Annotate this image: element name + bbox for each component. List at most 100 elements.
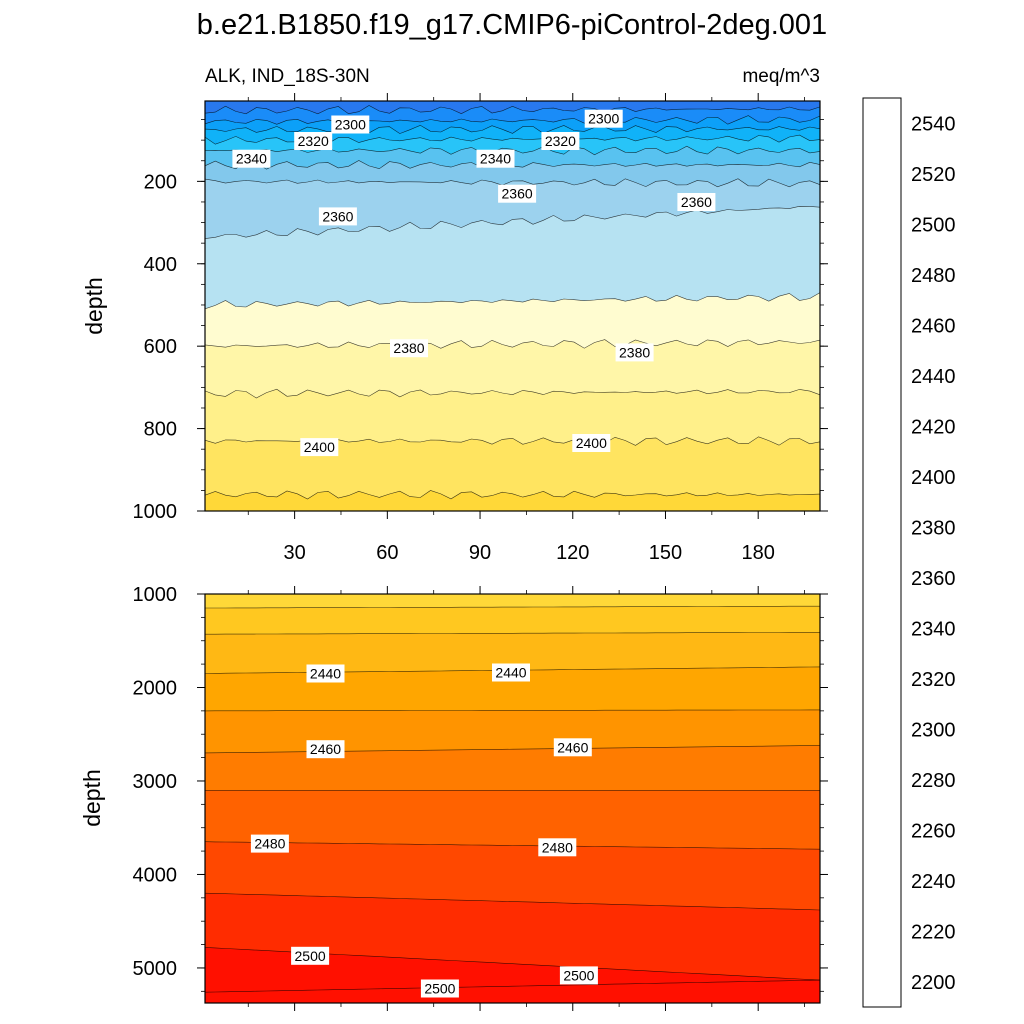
contour-line: [204, 124, 821, 134]
svg-text:2500: 2500: [295, 948, 326, 964]
contour-label: 2440: [306, 664, 345, 683]
svg-text:2320: 2320: [545, 133, 576, 149]
contour-label: 2320: [294, 132, 333, 150]
colorbar: 2200 2220 2240 2260 2280 2300 2320 2340 2360 2380…: [862, 97, 956, 1008]
y-tick-label: 1000: [133, 584, 178, 606]
y-tick-label: 800: [144, 419, 177, 441]
contour-line: [204, 388, 821, 399]
lower-panel: 2440 2440 2460 2460 2480 2480 2500 2500 2500 100…: [79, 584, 828, 1011]
colorbar-label: 2500: [911, 214, 956, 236]
colorbar-label: 2480: [911, 265, 956, 287]
lower-panel-frame: [204, 593, 821, 1004]
contour-line: [204, 339, 821, 349]
colorbar-label: 2440: [911, 366, 956, 388]
svg-text:2320: 2320: [298, 133, 329, 149]
contour-label: 2440: [492, 663, 530, 682]
subtitle-left: ALK, IND_18S-30N: [205, 66, 370, 87]
colorbar-label: 2400: [911, 467, 956, 489]
colorbar-label: 2340: [911, 618, 956, 640]
colorbar-label: 2200: [911, 972, 956, 994]
upper-panel-frame: [204, 100, 821, 512]
svg-text:2340: 2340: [480, 151, 511, 167]
y-tick-label: 200: [144, 171, 177, 193]
colorbar-label: 2520: [911, 164, 956, 186]
contour-label: 2360: [318, 207, 357, 226]
y-tick-label: 2000: [133, 677, 178, 699]
contour-band: [205, 980, 820, 1003]
subtitle-right: meq/m^3: [742, 66, 820, 87]
contour-line: [205, 632, 821, 635]
colorbar-label: 2360: [911, 568, 956, 590]
upper-y-axis-label: depth: [81, 277, 107, 335]
lower-panel-fill: [205, 594, 820, 1003]
svg-text:2440: 2440: [495, 665, 526, 681]
contour-label: 2380: [615, 343, 654, 362]
svg-text:2380: 2380: [619, 344, 650, 360]
contour-label: 2360: [677, 193, 716, 211]
colorbar-label: 2540: [911, 113, 956, 135]
colorbar-label: 2300: [911, 719, 956, 741]
svg-text:2500: 2500: [424, 981, 455, 997]
svg-text:2480: 2480: [542, 839, 573, 855]
colorbar-label: 2240: [911, 871, 956, 893]
svg-text:2300: 2300: [588, 111, 619, 127]
contour-label: 2340: [476, 149, 515, 168]
contour-band: [205, 490, 820, 511]
svg-text:2340: 2340: [236, 151, 267, 167]
svg-text:2480: 2480: [254, 836, 285, 852]
svg-text:2300: 2300: [335, 117, 366, 133]
colorbar-label: 2280: [911, 770, 956, 792]
colorbar-label: 2260: [911, 820, 956, 842]
contour-line: [204, 105, 821, 115]
contour-line: [204, 178, 821, 188]
x-tick-label: 90: [469, 542, 491, 564]
lower-panel-axes: 1000 2000 3000 4000 5000: [133, 584, 828, 1011]
y-tick-label: 3000: [133, 771, 178, 793]
y-tick-label: 5000: [133, 958, 178, 980]
contour-label: 2460: [306, 740, 345, 759]
lower-panel-contour-labels: 2440 2440 2460 2460 2480 2480 2500 2500 2500: [250, 663, 598, 998]
colorbar-label: 2420: [911, 416, 956, 438]
svg-text:2360: 2360: [322, 208, 353, 224]
svg-text:2360: 2360: [502, 186, 533, 202]
chart-title: b.e21.B1850.f19_g17.CMIP6-piControl-2deg…: [197, 9, 827, 41]
svg-text:2460: 2460: [310, 741, 341, 757]
contour-line: [204, 841, 821, 850]
contour-line: [204, 709, 820, 712]
contour-line: [204, 979, 821, 993]
y-tick-label: 400: [144, 254, 177, 276]
contour-label: 2480: [250, 834, 289, 853]
contour-line: [204, 205, 821, 239]
contour-line: [204, 145, 821, 156]
contour-label: 2300: [584, 109, 623, 128]
upper-panel-fill: [205, 101, 820, 512]
colorbar-label: 2320: [911, 669, 956, 691]
contour-label: 2360: [498, 184, 537, 203]
contour-label: 2400: [572, 434, 611, 452]
svg-text:2360: 2360: [681, 194, 712, 210]
colorbar-label: 2220: [911, 921, 956, 943]
svg-text:2400: 2400: [576, 435, 607, 451]
svg-text:2380: 2380: [393, 340, 424, 356]
contour-line: [204, 892, 821, 911]
contour-line: [204, 490, 821, 500]
contour-label: 2400: [300, 438, 339, 457]
contour-line: [205, 605, 820, 609]
svg-text:2400: 2400: [304, 439, 335, 455]
lower-y-axis-label: depth: [79, 769, 105, 827]
colorbar-label: 2460: [911, 315, 956, 337]
y-tick-label: 600: [144, 336, 177, 358]
svg-text:2440: 2440: [310, 666, 341, 682]
contour-label: 2500: [291, 946, 330, 965]
contour-label: 2480: [538, 838, 577, 857]
contour-label: 2300: [331, 115, 370, 134]
x-tick-label: 30: [283, 542, 305, 564]
contour-line: [204, 292, 821, 310]
x-tick-label: 150: [649, 542, 682, 564]
upper-panel: 2300 2300 2320 2320 2340 2340 2360 2360 2360 2380…: [81, 93, 828, 564]
svg-text:2460: 2460: [557, 739, 588, 755]
contour-label: 2500: [559, 966, 598, 985]
colorbar-label: 2380: [911, 517, 956, 539]
y-tick-label: 4000: [133, 864, 178, 886]
